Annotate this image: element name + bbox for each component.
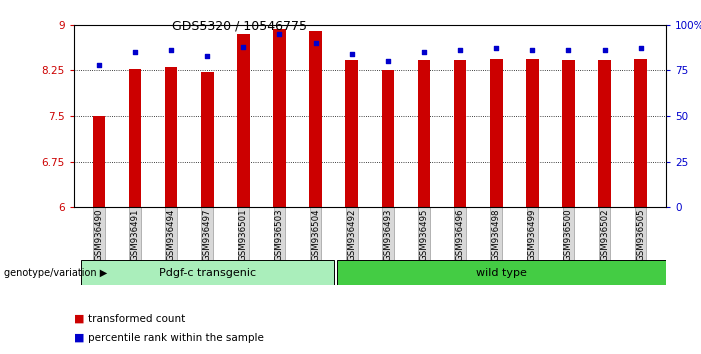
Bar bbox=[562, 60, 575, 207]
Bar bbox=[454, 60, 466, 207]
Point bbox=[202, 53, 213, 59]
Point bbox=[130, 49, 141, 55]
Bar bbox=[93, 116, 105, 207]
Bar bbox=[165, 67, 177, 207]
Bar bbox=[273, 29, 286, 207]
Text: transformed count: transformed count bbox=[88, 314, 185, 324]
Point bbox=[93, 62, 104, 68]
Text: Pdgf-c transgenic: Pdgf-c transgenic bbox=[158, 268, 256, 278]
Text: GDS5320 / 10546775: GDS5320 / 10546775 bbox=[172, 19, 307, 33]
Bar bbox=[129, 69, 142, 207]
Point bbox=[491, 46, 502, 51]
Bar bbox=[346, 60, 358, 207]
FancyBboxPatch shape bbox=[337, 260, 666, 285]
Text: percentile rank within the sample: percentile rank within the sample bbox=[88, 333, 264, 343]
Bar bbox=[490, 59, 503, 207]
Point bbox=[526, 47, 538, 53]
Bar bbox=[237, 34, 250, 207]
Text: wild type: wild type bbox=[476, 268, 527, 278]
Point bbox=[346, 51, 358, 57]
Point bbox=[418, 49, 430, 55]
FancyBboxPatch shape bbox=[81, 260, 334, 285]
Point bbox=[165, 47, 177, 53]
Point bbox=[454, 47, 465, 53]
Bar bbox=[418, 60, 430, 207]
Text: genotype/variation ▶: genotype/variation ▶ bbox=[4, 268, 107, 278]
Point bbox=[274, 31, 285, 37]
Point bbox=[238, 44, 249, 50]
Bar bbox=[381, 70, 394, 207]
Bar bbox=[309, 31, 322, 207]
Bar bbox=[201, 72, 214, 207]
Point bbox=[635, 46, 646, 51]
Text: ■: ■ bbox=[74, 333, 84, 343]
Point bbox=[382, 58, 393, 64]
Bar bbox=[526, 59, 538, 207]
Bar bbox=[598, 60, 611, 207]
Bar bbox=[634, 59, 647, 207]
Point bbox=[310, 40, 321, 46]
Point bbox=[599, 47, 610, 53]
Text: ■: ■ bbox=[74, 314, 84, 324]
Point bbox=[563, 47, 574, 53]
